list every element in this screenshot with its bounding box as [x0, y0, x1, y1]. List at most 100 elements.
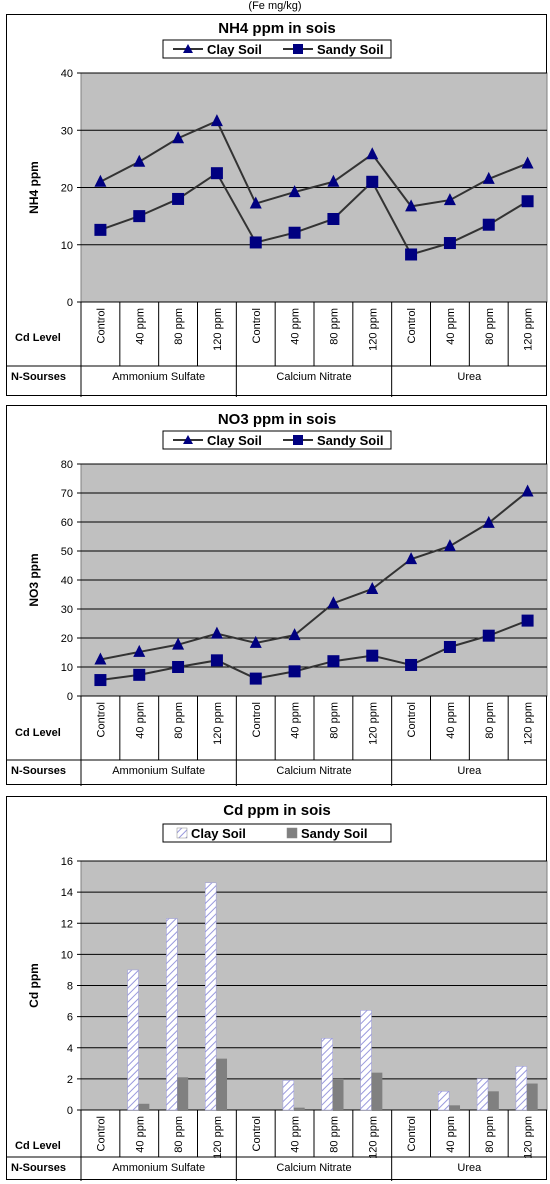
chart1-category-label: 40 ppm: [445, 702, 457, 739]
chart2-category-label: 80 ppm: [173, 1116, 185, 1153]
chart1-y-axis-label: NO3 ppm: [27, 553, 41, 606]
chart0-point-sandy: [482, 218, 495, 231]
chart1-category-label: 40 ppm: [290, 702, 302, 739]
chart0-point-sandy: [521, 195, 534, 208]
chart2-bar-clay: [205, 882, 217, 1111]
chart0-point-clay: [172, 131, 185, 144]
chart0-legend-marker: [293, 44, 303, 54]
chart0-point-sandy: [443, 237, 456, 250]
chart2-group-label: Calcium Nitrate: [276, 1162, 351, 1174]
chart0-category-label: Control: [95, 308, 107, 343]
chart2-group-label: Urea: [457, 1162, 482, 1174]
chart1-point-sandy: [288, 665, 301, 678]
chart1-point-clay: [249, 635, 262, 648]
chart0-point-clay: [482, 171, 495, 184]
chart0-point-clay: [94, 174, 107, 187]
chart1-category-label: 80 ppm: [328, 702, 340, 739]
chart0-category-label: 80 ppm: [173, 308, 185, 345]
chart0-point-sandy: [288, 226, 301, 239]
chart0-category-label: Control: [251, 308, 263, 343]
chart1-point-sandy: [94, 674, 107, 687]
chart2-category-label: 40 ppm: [445, 1116, 457, 1153]
chart1-category-label: 120 ppm: [367, 702, 379, 745]
page-caption: (Fe mg/kg): [248, 0, 302, 12]
chart1-point-sandy: [521, 614, 534, 627]
chart2-bar-sandy: [449, 1105, 461, 1110]
chart1-point-clay: [366, 581, 379, 594]
chart2-row-label-n: N-Sourses: [11, 1162, 66, 1174]
chart1-point-clay: [521, 484, 534, 497]
chart2-category-label: 40 ppm: [134, 1116, 146, 1153]
chart2-category-label: 40 ppm: [290, 1116, 302, 1153]
chart2-legend: [162, 823, 392, 843]
chart1-point-sandy: [133, 668, 146, 681]
chart1-y-tick-label: 0: [67, 691, 73, 703]
chart2-y-tick-label: 12: [61, 918, 73, 930]
chart0-point-clay: [443, 193, 456, 206]
chart2-group-label: Ammonium Sulfate: [112, 1162, 205, 1174]
chart2-legend-swatch: [176, 827, 188, 839]
chart1-legend-label: Clay Soil: [207, 433, 262, 448]
chart0-row-label-cd: Cd Level: [15, 332, 61, 344]
chart1-group-label: Ammonium Sulfate: [112, 765, 205, 777]
chart0-point-clay: [133, 154, 146, 167]
chart1-row-label-n: N-Sourses: [11, 765, 66, 777]
chart0-y-tick-label: 40: [61, 68, 73, 80]
chart0-title: NH4 ppm in sois: [218, 20, 336, 37]
chart2-y-tick-label: 2: [67, 1074, 73, 1086]
chart2-category-label: Control: [251, 1116, 263, 1151]
chart0-y-tick-label: 0: [67, 297, 73, 309]
chart0-group-label: Urea: [457, 371, 482, 383]
chart0-point-clay: [288, 185, 301, 198]
chart-no3: 0 10 20 30 40 50 60 70 80 NO3 ppm in sois NO3 ppm C…: [6, 405, 548, 786]
chart2-bar-sandy: [293, 1107, 305, 1110]
chart1-y-tick-label: 70: [61, 488, 73, 500]
chart1-point-sandy: [482, 629, 495, 642]
chart-no3-svg: 0 10 20 30 40 50 60 70 80 NO3 ppm in sois NO3 ppm C…: [7, 411, 548, 786]
chart1-point-sandy: [327, 655, 340, 668]
chart1-series-line-0: [100, 490, 529, 661]
chart1-legend: [162, 430, 392, 450]
chart1-point-sandy: [443, 640, 456, 653]
chart1-legend-marker: [293, 435, 303, 445]
chart0-point-clay: [327, 174, 340, 187]
chart0-point-clay: [366, 147, 379, 160]
chart2-bar-clay: [127, 969, 139, 1111]
chart2-bar-clay: [282, 1080, 295, 1111]
chart2-y-tick-label: 4: [67, 1043, 73, 1055]
chart1-group-label: Urea: [457, 765, 482, 777]
chart1-point-sandy: [366, 649, 379, 662]
chart0-group-label: Ammonium Sulfate: [112, 371, 205, 383]
chart1-category-label: 80 ppm: [173, 702, 185, 739]
chart1-legend-label: Sandy Soil: [317, 433, 383, 448]
chart0-point-clay: [405, 199, 418, 212]
chart2-category-label: 120 ppm: [367, 1116, 379, 1159]
chart0-point-sandy: [133, 210, 146, 223]
chart0-legend-label: Sandy Soil: [317, 42, 383, 57]
chart1-y-tick-label: 10: [61, 662, 73, 674]
chart0-point-sandy: [94, 223, 107, 236]
chart1-point-clay: [172, 637, 185, 650]
chart0-category-label: 40 ppm: [134, 308, 146, 345]
chart0-point-sandy: [327, 212, 340, 225]
chart1-y-tick-label: 50: [61, 546, 73, 558]
chart-cd-svg: 0 2 4 6 8 10 12 14 16 Cd ppm in sois Cd ppm Clay So…: [7, 802, 548, 1181]
chart1-category-label: Control: [95, 702, 107, 737]
chart2-bar-clay: [166, 918, 178, 1111]
chart2-y-tick-label: 10: [61, 949, 73, 961]
chart-nh4-svg: 0 10 20 30 40 NH4 ppm in sois NH4 ppm Clay Soil…: [7, 20, 548, 397]
chart1-category-label: Control: [406, 702, 418, 737]
chart2-legend-label: Sandy Soil: [301, 826, 367, 841]
chart0-y-tick-label: 10: [61, 240, 73, 252]
chart2-y-axis-label: Cd ppm: [27, 963, 41, 1008]
chart1-group-label: Calcium Nitrate: [276, 765, 351, 777]
chart2-bar-clay: [476, 1078, 489, 1111]
chart2-category-label: Control: [95, 1116, 107, 1151]
chart2-bar-sandy: [487, 1091, 499, 1110]
chart1-y-tick-label: 20: [61, 633, 73, 645]
chart1-point-clay: [482, 515, 495, 528]
chart2-y-tick-label: 0: [67, 1105, 73, 1117]
chart2-bar-sandy: [371, 1072, 383, 1110]
chart1-row-label-cd: Cd Level: [15, 727, 61, 739]
chart1-point-sandy: [405, 658, 418, 671]
